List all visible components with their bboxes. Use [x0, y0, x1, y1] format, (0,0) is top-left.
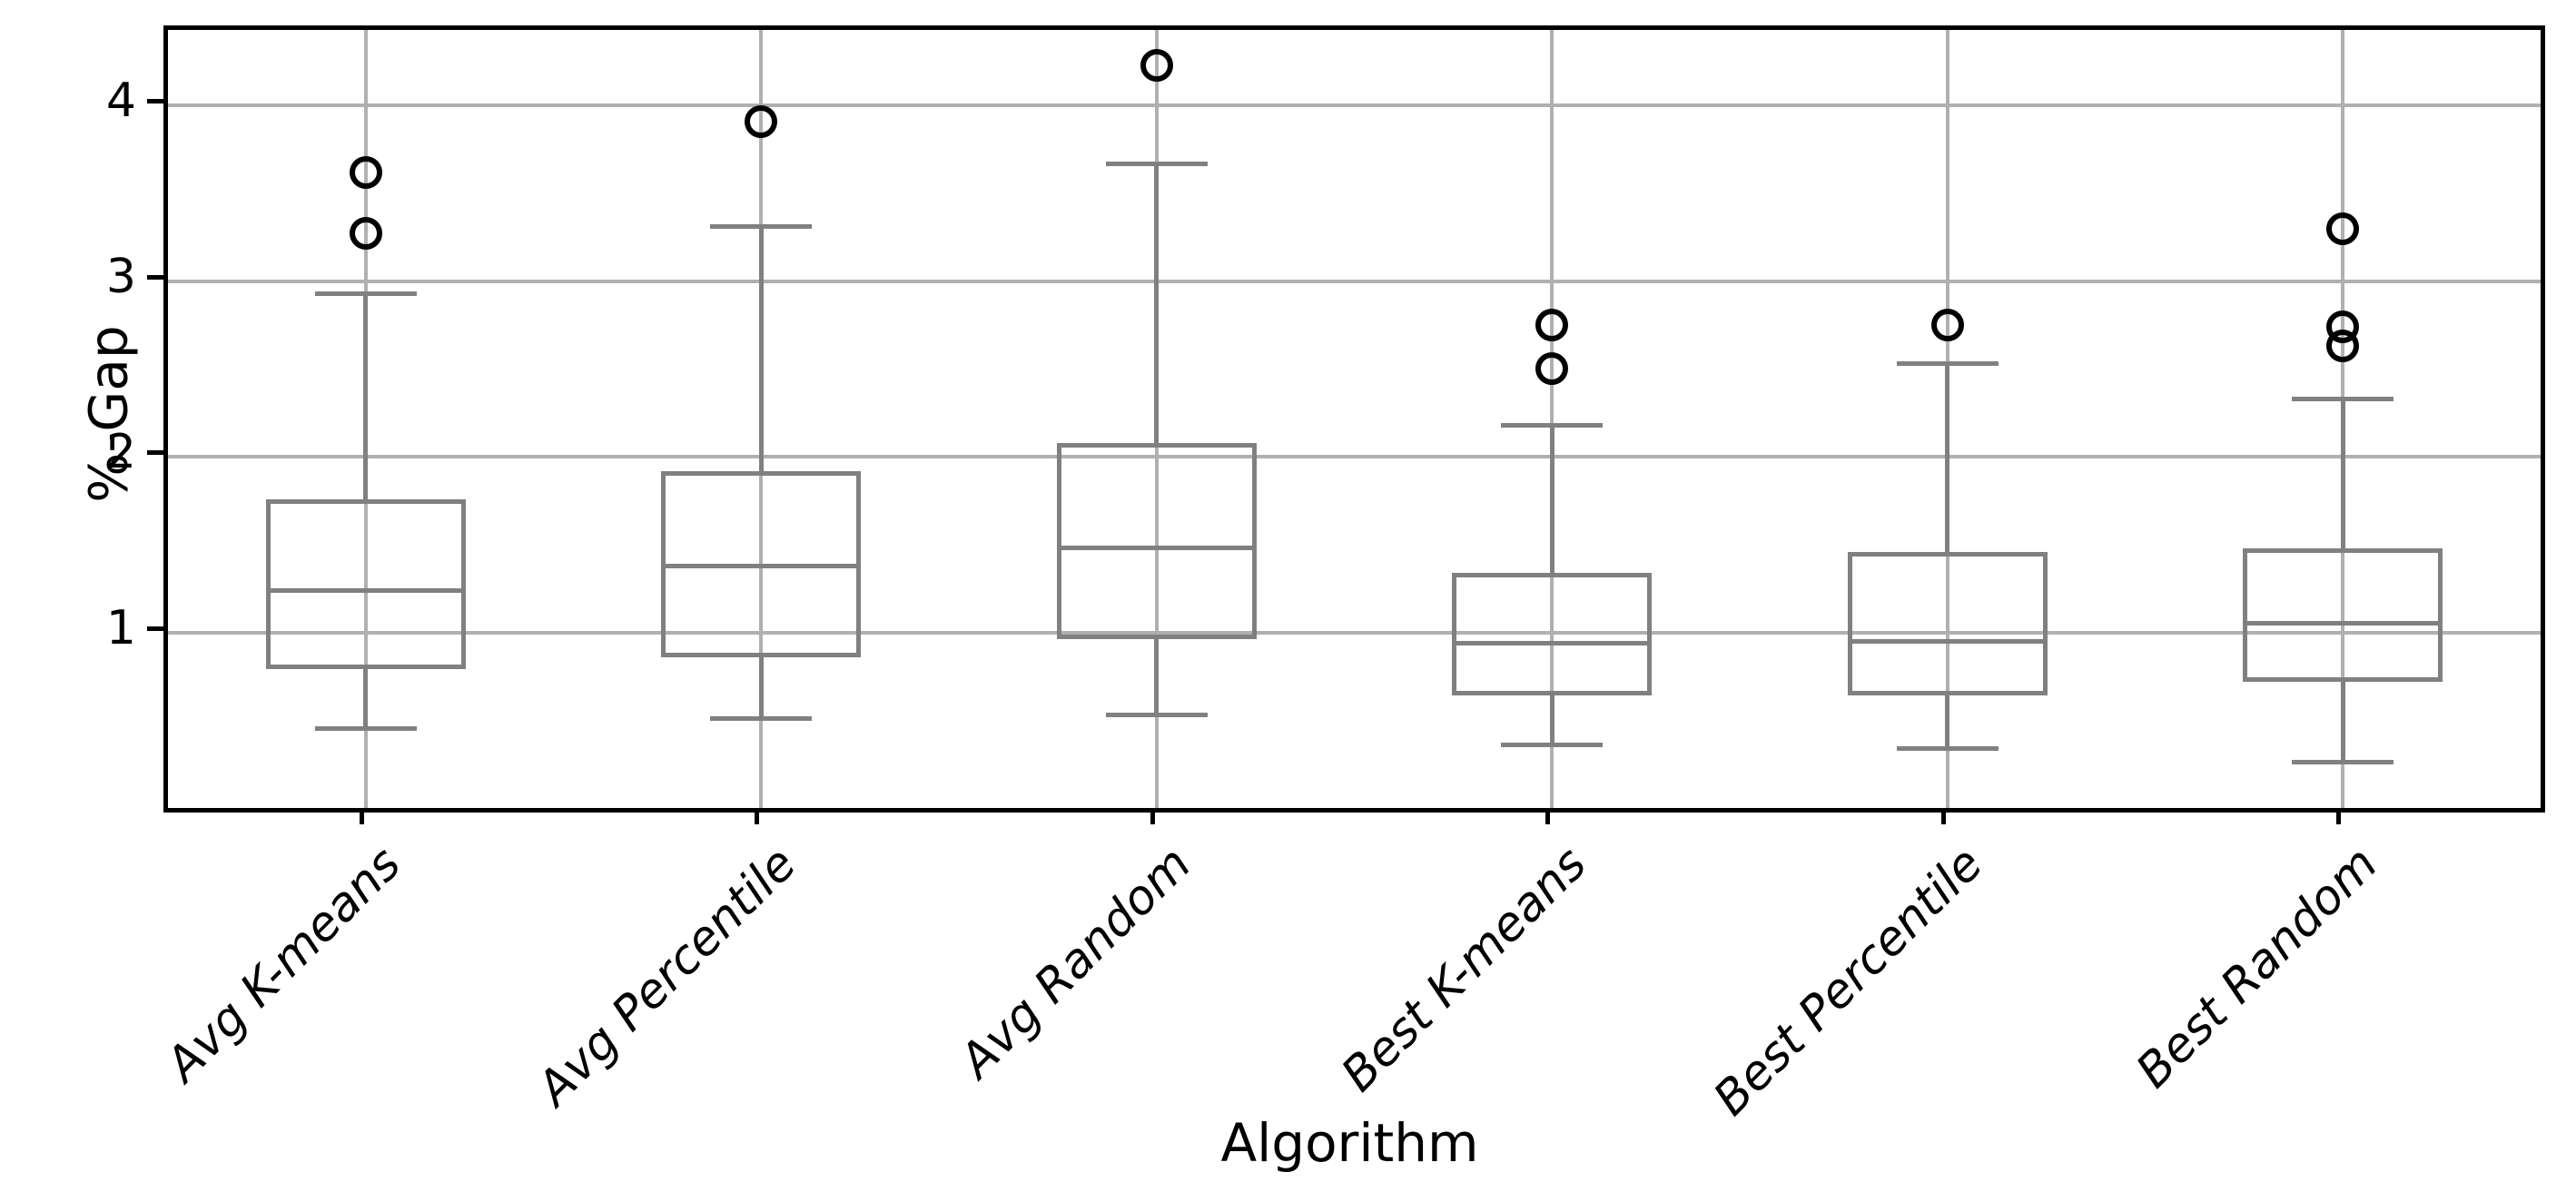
lower-whisker-cap: [2292, 760, 2394, 765]
x-tick-label: Avg Random: [950, 836, 1202, 1089]
upper-whisker-cap: [1501, 422, 1604, 428]
upper-whisker-stem: [1154, 163, 1160, 443]
iqr-box: [1056, 442, 1257, 640]
x-tick-mark: [1940, 808, 1946, 824]
outlier-marker: [1535, 309, 1569, 341]
x-tick-mark: [1545, 808, 1551, 824]
iqr-box: [2243, 547, 2443, 682]
upper-whisker-cap: [1105, 161, 1208, 166]
y-tick-mark: [147, 274, 163, 280]
upper-whisker-stem: [363, 293, 369, 499]
y-tick-label: 3: [105, 249, 136, 304]
y-tick-mark: [147, 450, 163, 456]
lower-whisker-stem: [1154, 639, 1160, 715]
iqr-box: [1452, 572, 1653, 696]
median-line: [1056, 546, 1257, 551]
iqr-box: [265, 498, 466, 670]
lower-whisker-cap: [710, 715, 813, 721]
x-tick-mark: [755, 808, 760, 824]
upper-whisker-stem: [1945, 363, 1950, 552]
x-tick-label: Avg K-means: [155, 836, 411, 1093]
upper-whisker-stem: [758, 226, 764, 471]
y-tick-label: 2: [105, 425, 136, 480]
upper-whisker-cap: [1896, 361, 1999, 367]
horizontal-gridline: [168, 103, 2541, 108]
outlier-marker: [745, 104, 778, 138]
x-tick-mark: [2336, 808, 2342, 824]
lower-whisker-stem: [1549, 695, 1554, 745]
outlier-marker: [1930, 309, 1964, 341]
horizontal-gridline: [168, 455, 2541, 459]
x-tick-mark: [1150, 808, 1155, 824]
upper-whisker-cap: [2292, 396, 2394, 401]
x-axis-label: Algorithm: [1220, 1112, 1479, 1174]
lower-whisker-stem: [2340, 681, 2345, 763]
outlier-marker: [2326, 310, 2360, 343]
outlier-marker: [2326, 212, 2360, 245]
x-tick-mark: [359, 808, 364, 824]
y-tick-mark: [147, 626, 163, 631]
lower-whisker-cap: [1896, 745, 1999, 751]
upper-whisker-stem: [2340, 399, 2345, 548]
horizontal-gridline: [168, 630, 2541, 635]
iqr-box: [1847, 551, 2048, 696]
outlier-marker: [1535, 352, 1569, 386]
y-tick-label: 1: [105, 600, 136, 655]
lower-whisker-stem: [1945, 695, 1950, 749]
lower-whisker-cap: [1105, 712, 1208, 717]
outlier-marker: [1140, 48, 1173, 82]
median-line: [1847, 638, 2048, 644]
x-tick-label: Best Percentile: [1703, 836, 1993, 1127]
vertical-gridline: [1550, 30, 1554, 808]
median-line: [1452, 640, 1653, 645]
lower-whisker-stem: [363, 669, 369, 729]
x-tick-label: Avg Percentile: [527, 836, 807, 1117]
median-line: [2243, 621, 2443, 626]
outlier-marker: [349, 155, 382, 189]
upper-whisker-cap: [314, 291, 417, 296]
lower-whisker-stem: [758, 656, 764, 719]
outlier-marker: [349, 217, 382, 251]
horizontal-gridline: [168, 279, 2541, 283]
upper-whisker-cap: [710, 224, 813, 230]
y-tick-label: 4: [105, 74, 136, 129]
plot-area: [163, 25, 2545, 813]
lower-whisker-cap: [1501, 742, 1604, 747]
upper-whisker-stem: [1549, 425, 1554, 573]
lower-whisker-cap: [314, 726, 417, 732]
median-line: [265, 587, 466, 593]
x-tick-label: Best K-means: [1331, 836, 1598, 1103]
y-tick-mark: [147, 99, 163, 104]
median-line: [661, 563, 862, 568]
x-tick-label: Best Random: [2126, 836, 2389, 1099]
